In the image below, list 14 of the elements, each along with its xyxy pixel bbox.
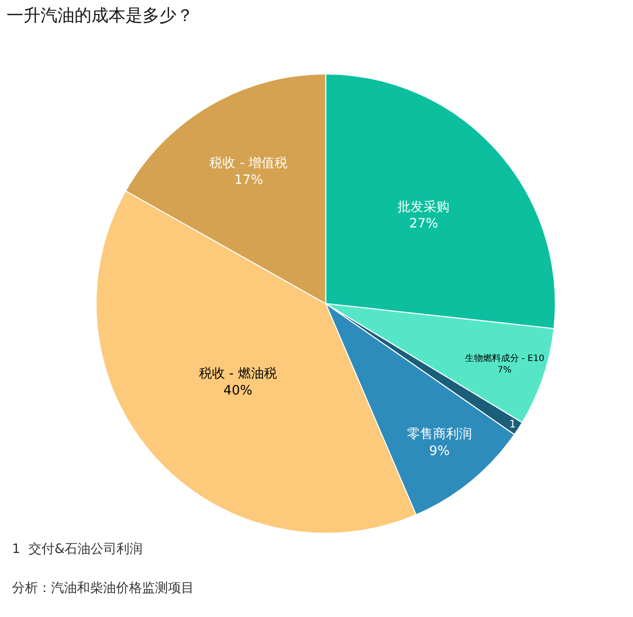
slice-label: 1	[509, 418, 516, 431]
data-label: 17%	[234, 172, 264, 188]
data-label: 40%	[223, 383, 252, 398]
data-label: 9%	[429, 444, 450, 460]
slice-label: 税收 - 增值税	[210, 156, 288, 171]
data-label: 7%	[498, 365, 512, 376]
chart-title: 一升汽油的成本是多少？	[6, 6, 194, 26]
slice-label: 零售商利润	[406, 427, 472, 442]
slice-label: 批发采购	[398, 200, 450, 215]
slice-label: 税收 - 燃油税	[198, 366, 277, 382]
text: 分析：汽油和柴油价格监测项目	[12, 581, 194, 596]
slice-label: 生物燃料成分 - E10	[464, 352, 545, 364]
text: 1 交付&石油公司利润	[12, 541, 143, 557]
data-label: 27%	[409, 216, 438, 232]
